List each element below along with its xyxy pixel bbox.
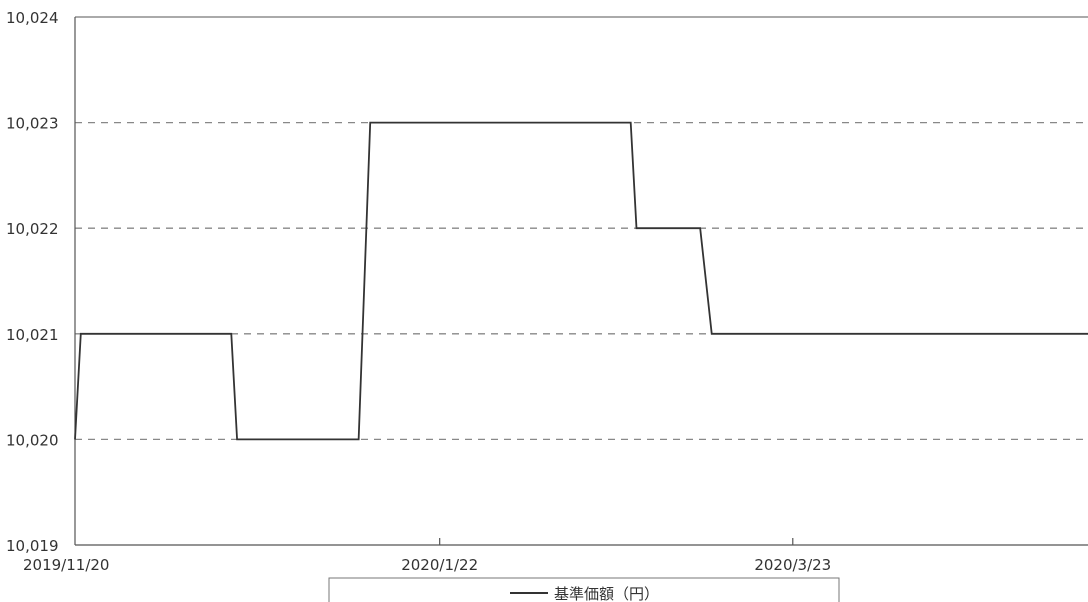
axis-layer [74, 17, 1088, 546]
x-tick-label: 2020/3/23 [754, 556, 831, 574]
x-tick-label: 2019/11/20 [23, 556, 109, 574]
legend-box [328, 577, 840, 602]
y-tick-label: 10,024 [6, 9, 59, 27]
y-tick-label: 10,021 [6, 326, 59, 344]
series-layer [74, 121, 1088, 441]
legend-label: 基準価額（円） [554, 585, 659, 602]
y-tick-label: 10,022 [6, 220, 59, 238]
y-axis-ticks: 10,019 10,020 10,021 10,022 10,023 10,024 [6, 9, 59, 555]
x-tick-label: 2020/1/22 [401, 556, 478, 574]
y-tick-label: 10,023 [6, 115, 59, 133]
legend: 基準価額（円） [328, 577, 840, 602]
y-tick-label: 10,020 [6, 431, 59, 449]
grid-layer [75, 16, 1088, 441]
x-axis-ticks: 2019/11/20 2020/1/22 2020/3/23 [23, 538, 831, 574]
y-tick-label: 10,019 [6, 537, 59, 555]
series-line [74, 121, 1088, 441]
